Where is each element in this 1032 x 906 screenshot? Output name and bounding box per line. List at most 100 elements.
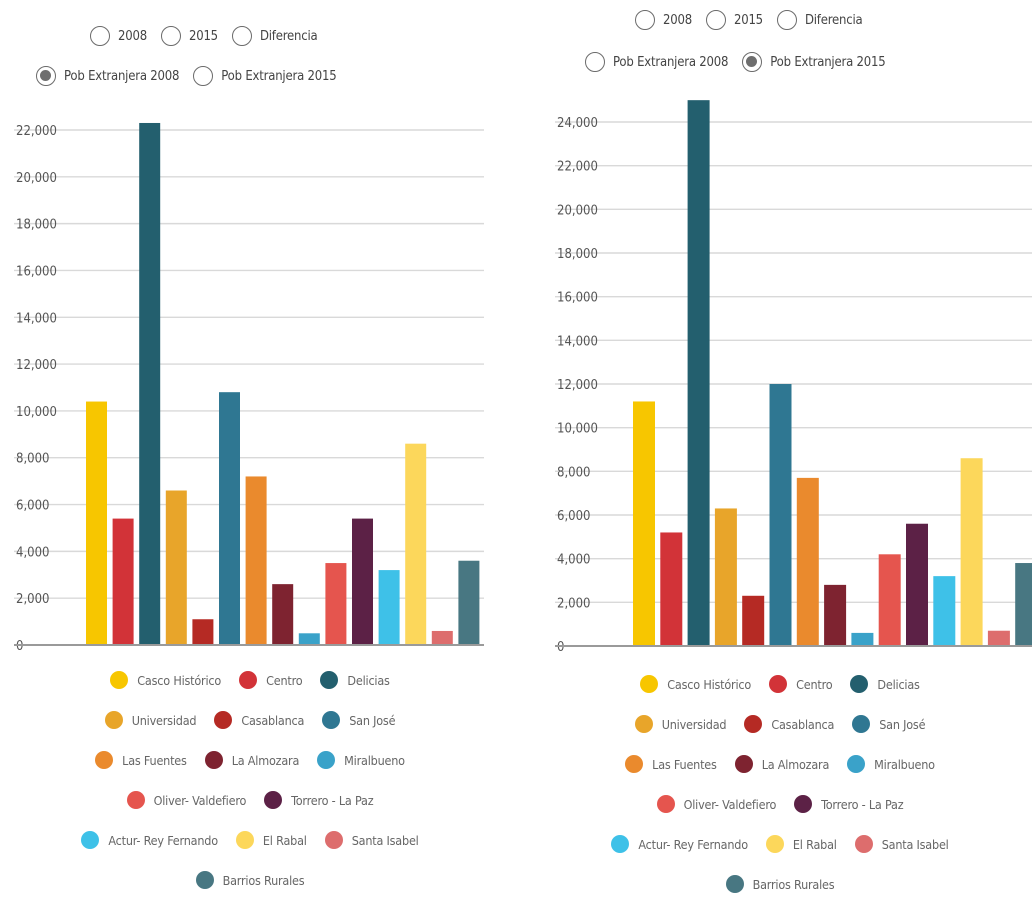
radio-2015-circle[interactable] [705,10,726,30]
radio-pob-extranjera-2015-circle[interactable] [193,66,214,86]
legend-item-casablanca[interactable]: Casablanca [744,715,834,733]
bar-torrero-la-paz[interactable] [906,523,928,646]
legend-item-oliver-valdefiero[interactable]: Oliver- Valdefiero [656,795,776,813]
radio-diferencia[interactable]: Diferencia [776,10,863,30]
y-tick-label: 10,000 [16,405,57,420]
legend-item-san-jose[interactable]: San José [322,711,395,729]
bar-actur-rey-fernando[interactable] [378,570,400,645]
legend-label: El Rabal [262,832,307,848]
legend-item-universidad[interactable]: Universidad [104,711,197,729]
legend-swatch [854,835,873,853]
bar-casco-historico[interactable] [86,401,107,645]
radio-pob-extranjera-2015[interactable]: Pob Extranjera 2015 [193,66,337,86]
y-tick-label: 20,000 [16,171,57,186]
legend-item-universidad[interactable]: Universidad [634,715,727,733]
legend-item-santa-isabel[interactable]: Santa Isabel [854,835,949,853]
bar-centro[interactable] [112,518,134,645]
legend-item-delicias[interactable]: Delicias [320,671,390,689]
bar-casablanca[interactable] [192,619,214,645]
legend-item-torrero-la-paz[interactable]: Torrero - La Paz [264,791,374,809]
bar-santa-isabel[interactable] [987,630,1010,646]
radio-pob-extranjera-2008[interactable]: Pob Extranjera 2008 [36,66,179,86]
radio-diferencia[interactable]: Diferencia [231,26,318,46]
legend-item-oliver-valdefiero[interactable]: Oliver- Valdefiero [126,791,246,809]
legend-item-centro[interactable]: Centro [769,675,833,693]
bar-el-rabal[interactable] [405,443,427,645]
legend-item-san-jose[interactable]: San José [852,715,925,733]
bar-actur-rey-fernando[interactable] [933,576,956,646]
bar-universidad[interactable] [714,508,737,646]
y-tick-label: 8,000 [16,452,49,467]
legend-label: Casablanca [241,712,305,728]
legend-item-actur-rey-fernando[interactable]: Actur- Rey Fernando [611,835,748,853]
bar-centro[interactable] [660,532,683,646]
foreign-pop-radio-group: Pob Extranjera 2008 Pob Extranjera 2015 [585,52,900,72]
legend-item-barrios-rurales[interactable]: Barrios Rurales [725,875,835,893]
radio-pob-extranjera-2008[interactable]: Pob Extranjera 2008 [585,52,728,72]
legend-item-las-fuentes[interactable]: Las Fuentes [625,755,717,773]
radio-2008-label: 2008 [118,28,147,44]
bar-las-fuentes[interactable] [245,476,267,645]
radio-2015-circle[interactable] [160,26,181,46]
radio-2015[interactable]: 2015 [705,10,763,30]
legend-item-delicias[interactable]: Delicias [850,675,920,693]
bar-la-almozara[interactable] [824,584,847,646]
bar-san-jose[interactable] [769,384,792,646]
radio-2008-label: 2008 [663,12,692,28]
radio-2015-label: 2015 [733,12,763,28]
legend-item-santa-isabel[interactable]: Santa Isabel [324,831,419,849]
legend-swatch [734,755,753,773]
legend-item-miralbueno[interactable]: Miralbueno [847,755,935,773]
legend-swatch [81,831,100,849]
bar-casco-historico[interactable] [633,401,655,646]
bar-oliver-valdefiero[interactable] [878,554,901,646]
radio-2015[interactable]: 2015 [160,26,218,46]
legend-item-actur-rey-fernando[interactable]: Actur- Rey Fernando [81,831,218,849]
bar-la-almozara[interactable] [272,584,294,645]
legend-label: Actur- Rey Fernando [108,832,218,848]
bar-oliver-valdefiero[interactable] [325,563,347,645]
legend-item-centro[interactable]: Centro [239,671,303,689]
radio-pob-extranjera-2008-circle[interactable] [585,52,605,72]
year-radio-group: 2008 2015 Diferencia [635,10,877,30]
bar-delicias[interactable] [687,100,710,646]
bar-casablanca[interactable] [742,595,765,646]
legend-swatch [769,675,788,693]
bar-las-fuentes[interactable] [796,477,819,646]
legend-item-la-almozara[interactable]: La Almozara [204,751,299,769]
legend-item-la-almozara[interactable]: La Almozara [734,755,829,773]
bar-barrios-rurales[interactable] [458,560,480,645]
bar-delicias[interactable] [139,122,161,645]
radio-2008-circle[interactable] [90,26,110,46]
bar-miralbueno[interactable] [851,632,874,646]
legend-item-barrios-rurales[interactable]: Barrios Rurales [195,871,305,889]
legend-swatch [239,671,258,689]
bar-santa-isabel[interactable] [431,630,453,645]
radio-2008[interactable]: 2008 [90,26,147,46]
legend-item-el-rabal[interactable]: El Rabal [235,831,307,849]
bar-universidad[interactable] [165,490,187,646]
legend-item-las-fuentes[interactable]: Las Fuentes [95,751,187,769]
bar-barrios-rurales[interactable] [1015,563,1032,646]
legend-swatch [640,675,659,693]
legend-swatch [204,751,223,769]
radio-pob-extranjera-2015-circle[interactable] [742,52,763,72]
radio-pob-extranjera-2008-circle[interactable] [36,66,56,86]
legend-item-torrero-la-paz[interactable]: Torrero - La Paz [794,795,904,813]
radio-diferencia-circle[interactable] [776,10,797,30]
bar-san-jose[interactable] [219,392,240,645]
legend-item-casco-historico[interactable]: Casco Histórico [110,671,221,689]
radio-diferencia-circle[interactable] [231,26,252,46]
radio-pob-extranjera-2015[interactable]: Pob Extranjera 2015 [742,52,886,72]
legend-item-casco-historico[interactable]: Casco Histórico [640,675,751,693]
bar-torrero-la-paz[interactable] [352,518,373,645]
legend-label: Casco Histórico [667,676,752,692]
legend-item-miralbueno[interactable]: Miralbueno [317,751,405,769]
legend-swatch [104,711,123,729]
legend-item-el-rabal[interactable]: El Rabal [765,835,837,853]
radio-2008-circle[interactable] [635,10,655,30]
bar-miralbueno[interactable] [298,633,320,645]
bar-el-rabal[interactable] [960,458,983,646]
radio-2008[interactable]: 2008 [635,10,692,30]
legend-item-casablanca[interactable]: Casablanca [214,711,304,729]
